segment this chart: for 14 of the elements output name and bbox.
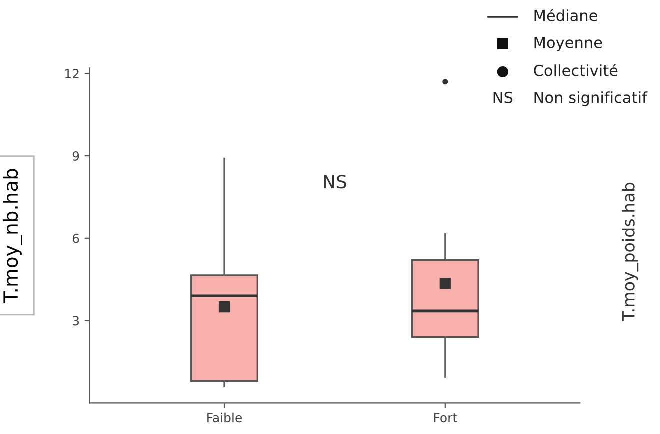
x-tick-label: Faible [208, 412, 242, 423]
y-tick-label: 3 [73, 316, 80, 326]
annotation: Non significatif [534, 92, 648, 106]
text: Médiane [534, 8, 598, 22]
y-tick-label: 9 [72, 151, 80, 161]
text: Moyenne [534, 37, 602, 52]
annotation: Collectivité [534, 64, 618, 76]
y-axis-title: T.moy_nb.hab [3, 169, 22, 304]
annotation: NS [494, 92, 513, 104]
x-tick-label: Fort [434, 413, 458, 423]
y-tick-label: 12 [66, 69, 79, 78]
annotation: NS [324, 175, 346, 189]
y2-axis-title: T.moy_poids.hab [622, 182, 639, 322]
y-tick-label: 6 [72, 234, 80, 244]
